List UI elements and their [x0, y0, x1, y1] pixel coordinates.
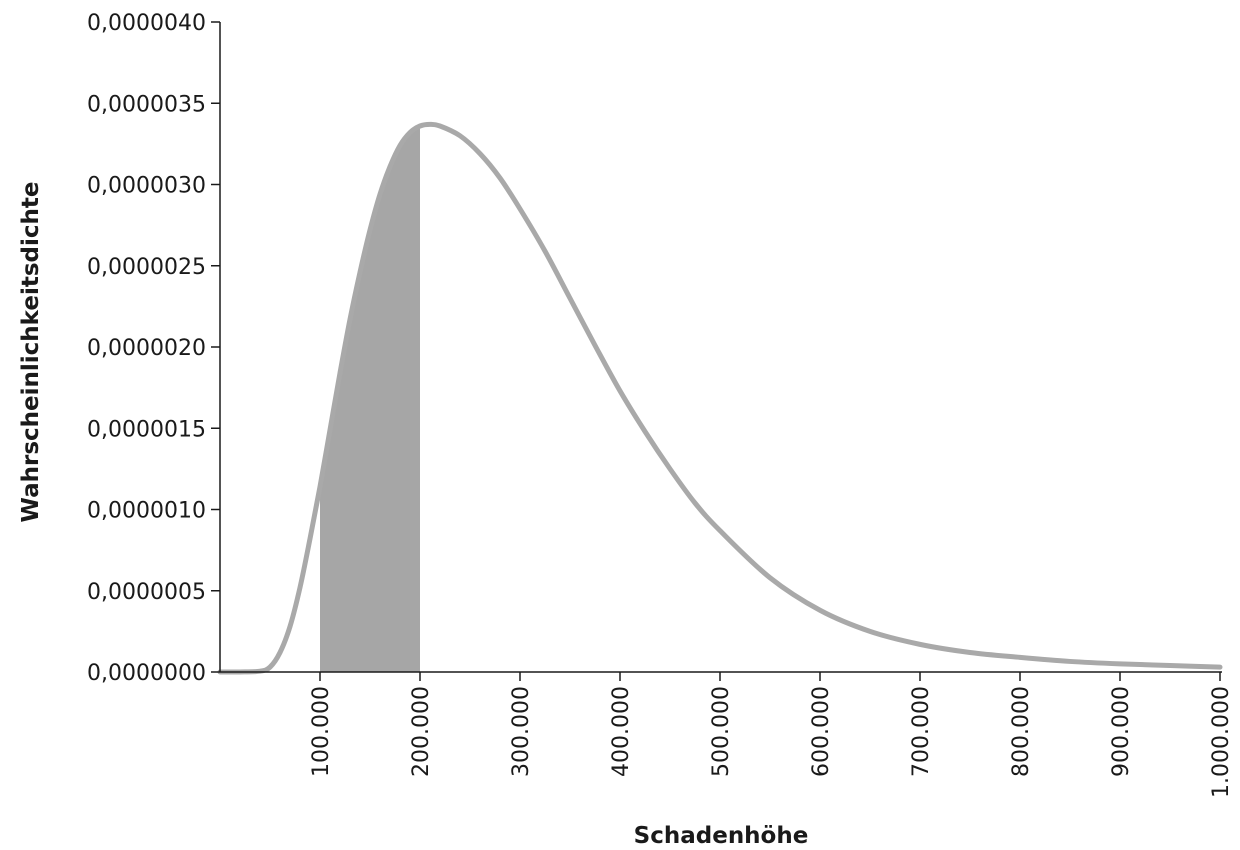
- y-tick-label: 0,0000035: [87, 92, 206, 117]
- y-ticks: 0,0000000 0,0000005 0,0000010 0,0000015 0,00…: [87, 11, 220, 686]
- x-tick-label: 300.000: [509, 686, 534, 777]
- curve-layer: [217, 121, 1223, 675]
- y-tick-label: 0,0000000: [87, 661, 206, 686]
- x-tick-label: 200.000: [409, 686, 434, 777]
- x-tick-label: 800.000: [1009, 686, 1034, 777]
- x-axis-title: Schadenhöhe: [634, 823, 809, 849]
- shaded-area-layer: [320, 126, 420, 672]
- y-tick-label: 0,0000010: [87, 499, 206, 524]
- x-tick-label: 500.000: [709, 686, 734, 777]
- y-axis-title: Wahrscheinlichkeitsdichte: [18, 182, 44, 523]
- y-tick-label: 0,0000030: [87, 174, 206, 199]
- x-ticks: 100.000 200.000 300.000 400.000 500.000 600.0…: [309, 672, 1234, 798]
- y-tick-label: 0,0000025: [87, 255, 206, 280]
- x-tick-label: 900.000: [1109, 686, 1134, 777]
- x-tick-label: 700.000: [909, 686, 934, 777]
- y-tick-label: 0,0000015: [87, 417, 206, 442]
- x-tick-label: 1.000.000: [1209, 686, 1234, 798]
- x-tick-label: 100.000: [309, 686, 334, 777]
- y-tick-label: 0,0000020: [87, 336, 206, 361]
- y-tick-label: 0,0000005: [87, 580, 206, 605]
- x-tick-label: 400.000: [609, 686, 634, 777]
- density-curve: [217, 121, 1223, 675]
- shaded-probability-area: [320, 126, 420, 672]
- x-tick-label: 600.000: [809, 686, 834, 777]
- y-tick-label: 0,0000040: [87, 11, 206, 36]
